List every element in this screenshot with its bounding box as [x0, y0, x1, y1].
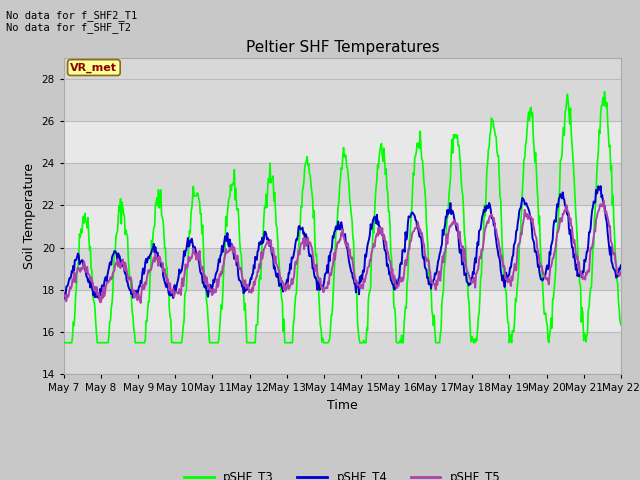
Bar — [64, 79, 621, 121]
Line: pSHF_T5: pSHF_T5 — [64, 201, 621, 303]
pSHF_T5 — [127, 277, 135, 283]
pSHF_T4 — [185, 244, 193, 250]
pSHF_T4 — [95, 296, 102, 301]
Y-axis label: Soil Temperature: Soil Temperature — [23, 163, 36, 269]
pSHF_T3 — [601, 89, 609, 95]
pSHF_T4 — [128, 287, 136, 293]
pSHF_T5 — [600, 198, 607, 204]
pSHF_T5 — [617, 272, 625, 277]
Bar — [64, 163, 621, 205]
pSHF_T4 — [411, 214, 419, 219]
pSHF_T5 — [60, 293, 68, 299]
Bar — [64, 290, 621, 332]
Bar — [64, 121, 621, 163]
Bar — [64, 205, 621, 248]
pSHF_T4 — [617, 263, 625, 268]
pSHF_T4 — [597, 183, 605, 189]
Text: No data for f_SHF2_T1
No data for f_SHF_T2: No data for f_SHF2_T1 No data for f_SHF_… — [6, 10, 138, 33]
pSHF_T3 — [127, 293, 135, 299]
Line: pSHF_T3: pSHF_T3 — [64, 92, 621, 343]
Bar — [64, 248, 621, 290]
pSHF_T3 — [70, 323, 78, 328]
Title: Peltier SHF Temperatures: Peltier SHF Temperatures — [246, 40, 439, 55]
Legend: pSHF_T3, pSHF_T4, pSHF_T5: pSHF_T3, pSHF_T4, pSHF_T5 — [179, 467, 506, 480]
pSHF_T3 — [60, 340, 68, 346]
pSHF_T5 — [185, 254, 193, 260]
pSHF_T4 — [214, 263, 222, 268]
pSHF_T5 — [411, 226, 419, 231]
X-axis label: Time: Time — [327, 399, 358, 412]
pSHF_T3 — [214, 340, 221, 346]
Bar — [64, 332, 621, 374]
pSHF_T3 — [184, 263, 192, 269]
Text: VR_met: VR_met — [70, 62, 117, 72]
pSHF_T3 — [426, 274, 434, 280]
pSHF_T4 — [60, 291, 68, 297]
pSHF_T5 — [70, 270, 78, 276]
pSHF_T5 — [428, 280, 435, 286]
pSHF_T3 — [410, 172, 418, 178]
pSHF_T4 — [70, 267, 78, 273]
pSHF_T3 — [617, 322, 625, 327]
pSHF_T4 — [428, 286, 435, 291]
pSHF_T5 — [137, 300, 145, 306]
Line: pSHF_T4: pSHF_T4 — [64, 186, 621, 299]
pSHF_T5 — [214, 284, 222, 290]
